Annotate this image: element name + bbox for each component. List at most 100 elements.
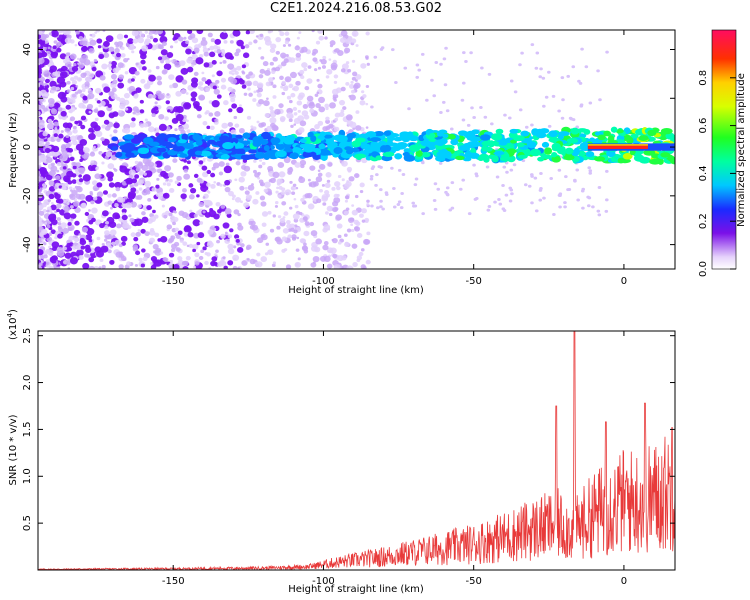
ridge-blob	[403, 148, 412, 153]
ridge-blob	[370, 141, 379, 149]
noise-dot	[55, 175, 61, 180]
noise-dot	[64, 56, 70, 60]
noise-dot	[238, 78, 243, 82]
noise-dot	[56, 217, 61, 221]
noise-dot	[541, 76, 546, 80]
noise-dot	[230, 129, 237, 135]
noise-dot	[498, 202, 503, 206]
noise-dot	[153, 259, 162, 267]
noise-dot	[211, 100, 220, 108]
noise-dot	[261, 222, 267, 227]
noise-dot	[227, 190, 234, 197]
noise-dot	[467, 212, 472, 216]
noise-dot	[300, 75, 305, 80]
ridge-blob	[394, 153, 403, 160]
noise-dot	[236, 106, 244, 114]
noise-dot	[174, 232, 179, 237]
noise-dot	[509, 168, 514, 172]
noise-dot	[228, 108, 233, 113]
noise-dot	[72, 125, 77, 130]
ridge-blob	[264, 150, 276, 155]
noise-dot	[329, 247, 337, 254]
ridge-blob	[399, 131, 411, 138]
noise-dot	[98, 266, 102, 269]
ridge-blob	[123, 134, 135, 140]
noise-dot	[216, 70, 223, 77]
noise-dot	[361, 219, 366, 223]
noise-dot	[322, 244, 329, 251]
noise-dot	[97, 45, 102, 49]
noise-dot	[89, 39, 97, 46]
noise-dot	[112, 79, 118, 85]
noise-dot	[315, 40, 321, 45]
noise-dot	[181, 79, 188, 85]
noise-dot	[272, 171, 280, 179]
noise-dot	[172, 216, 179, 222]
noise-dot	[274, 108, 281, 115]
noise-dot	[284, 40, 289, 45]
noise-dot	[101, 124, 106, 129]
noise-dot	[52, 86, 57, 91]
noise-dot	[285, 264, 292, 269]
noise-dot	[200, 249, 205, 254]
noise-dot	[282, 216, 286, 219]
ridge-blob	[361, 143, 371, 150]
noise-dot	[70, 77, 75, 82]
noise-dot	[392, 205, 397, 209]
noise-dot	[177, 36, 184, 42]
noise-dot	[56, 161, 62, 167]
ridge-blob	[530, 148, 541, 157]
noise-dot	[342, 106, 347, 111]
noise-dot	[219, 183, 223, 187]
noise-dot	[355, 74, 362, 80]
noise-dot	[186, 129, 191, 134]
noise-dot	[178, 125, 185, 132]
noise-dot	[597, 186, 602, 190]
noise-dot	[443, 83, 448, 87]
noise-dot	[132, 246, 139, 252]
noise-dot	[131, 117, 136, 122]
noise-dot	[168, 212, 173, 217]
noise-dot	[598, 98, 602, 102]
noise-dot	[166, 182, 171, 187]
noise-dot	[538, 75, 543, 79]
noise-dot	[579, 104, 584, 108]
noise-dot	[54, 236, 58, 240]
noise-dot	[278, 103, 284, 109]
noise-dot	[264, 112, 270, 118]
noise-dot	[180, 193, 187, 200]
noise-dot	[154, 101, 158, 105]
noise-dot	[113, 122, 120, 129]
noise-dot	[66, 34, 70, 38]
noise-dot	[366, 203, 370, 206]
noise-dot	[252, 98, 257, 102]
noise-dot	[93, 108, 99, 113]
noise-dot	[239, 104, 242, 107]
noise-dot	[259, 68, 266, 74]
noise-dot	[122, 203, 128, 209]
noise-dot	[149, 35, 154, 40]
ridge-blob	[577, 150, 586, 157]
noise-dot	[232, 254, 240, 261]
ridge-blob	[442, 150, 452, 159]
noise-dot	[43, 70, 51, 78]
noise-dot	[135, 87, 142, 93]
noise-dot	[445, 193, 450, 197]
ridge-blob	[491, 155, 499, 163]
noise-dot	[365, 102, 369, 106]
noise-dot	[88, 265, 95, 269]
noise-dot	[193, 173, 199, 178]
noise-dot	[280, 52, 287, 59]
noise-dot	[461, 118, 466, 122]
noise-dot	[289, 57, 296, 63]
noise-dot	[48, 32, 53, 36]
noise-dot	[58, 133, 64, 139]
noise-dot	[93, 196, 98, 201]
noise-dot	[261, 211, 269, 217]
noise-dot	[158, 123, 167, 132]
noise-dot	[518, 108, 523, 112]
noise-dot	[212, 162, 220, 169]
noise-dot	[105, 35, 114, 43]
noise-dot	[297, 115, 305, 122]
noise-dot	[157, 195, 163, 200]
